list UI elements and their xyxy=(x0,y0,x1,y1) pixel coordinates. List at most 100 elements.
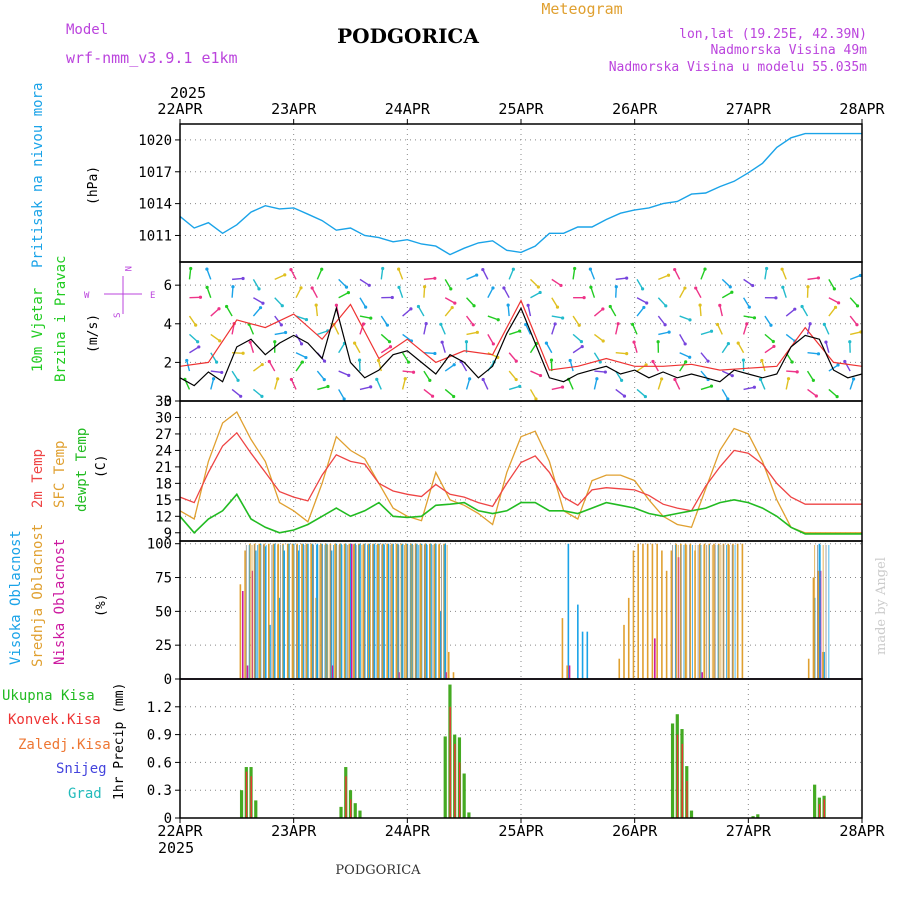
y-tick-label-temperature: 24 xyxy=(155,443,172,459)
wind-arrow-head xyxy=(729,285,732,288)
wind-arrow xyxy=(680,362,686,371)
wind-arrow xyxy=(675,379,680,389)
precip-total-bar xyxy=(339,807,342,818)
temp-label-2: SFC Temp xyxy=(52,441,68,508)
wind-arrow xyxy=(509,386,520,389)
precip-total-bar xyxy=(358,811,361,818)
wind-arrow xyxy=(232,287,233,298)
coords-label: lon,lat (19.25E, 42.39N) xyxy=(679,27,867,42)
wind-arrow-head xyxy=(268,360,271,363)
wind-arrow-head xyxy=(856,304,859,307)
precip-conv-bar xyxy=(449,707,450,818)
wind-arrow xyxy=(488,288,493,298)
wind-arrow-head xyxy=(684,342,687,345)
wind-arrow-head xyxy=(660,377,663,380)
wind-arrow-head xyxy=(453,363,456,366)
wind-arrow xyxy=(829,389,837,396)
y-tick-label-temperature: 21 xyxy=(155,460,172,476)
wind-arrow xyxy=(508,305,509,316)
wind-arrow-head xyxy=(642,306,645,309)
wind-arrow-head xyxy=(241,352,244,355)
wind-arrow xyxy=(488,316,498,320)
wind-arrow xyxy=(701,386,712,389)
wind-arrow-head xyxy=(836,395,839,398)
wind-arrow xyxy=(591,287,594,297)
wind-arrow-head xyxy=(472,323,475,326)
wind-arrow-head xyxy=(290,378,293,381)
x-tick-top-24apr: 24APR xyxy=(385,100,431,118)
wind-arrow-head xyxy=(260,395,263,398)
wind-arrow-head xyxy=(604,370,607,373)
wind-label-1: 10m Vjetar xyxy=(30,288,46,372)
precip-conv-bar xyxy=(246,772,247,818)
wind-arrow-head xyxy=(641,287,644,290)
x-tick-top-27apr: 27APR xyxy=(726,100,772,118)
wind-arrow xyxy=(488,334,494,344)
wind-arrow-head xyxy=(843,360,846,363)
wind-arrow-head xyxy=(578,324,581,327)
wind-arrow xyxy=(189,268,190,279)
wind-arrow xyxy=(360,387,371,390)
wind-arrow-head xyxy=(353,342,356,345)
y-tick-label-temperature: 30 xyxy=(155,410,172,426)
x-tick-top-22apr: 22APR xyxy=(157,100,203,118)
meteogram-label: Meteogram xyxy=(541,0,622,18)
x-tick-top-23apr: 23APR xyxy=(271,100,317,118)
wind-arrow-head xyxy=(433,352,436,355)
precip-total-bar xyxy=(467,812,470,818)
wind-arrow xyxy=(509,331,519,334)
wind-arrow-head xyxy=(196,340,199,343)
wind-arrow-head xyxy=(409,307,412,310)
wind-arrow-head xyxy=(215,360,218,363)
wind-arrow xyxy=(360,316,371,318)
wind-arrow xyxy=(483,270,488,280)
wind-arrow xyxy=(211,379,214,390)
cloud-unit: (%) xyxy=(94,594,109,617)
wind-arrow-head xyxy=(718,304,721,307)
precip-conv-bar xyxy=(454,744,455,818)
wind-arrow xyxy=(744,279,753,285)
wind-arrow xyxy=(738,343,743,353)
wind-arrow xyxy=(381,316,387,325)
wind-arrow-head xyxy=(815,394,818,397)
y-tick-label-clouds: 25 xyxy=(155,638,172,654)
precip-total-bar xyxy=(240,790,243,818)
x-tick-bottom-25apr: 25APR xyxy=(498,822,544,840)
wind-arrow xyxy=(296,353,306,358)
wind-arrow-head xyxy=(760,359,763,362)
wind-arrow-head xyxy=(452,395,455,398)
wind-arrow-head xyxy=(684,360,687,363)
wind-arrow-head xyxy=(582,296,585,299)
wind-compass: N W E S xyxy=(84,266,155,318)
y-tick-label-clouds: 75 xyxy=(155,571,172,587)
y-tick-label-precip: 0.9 xyxy=(147,728,172,744)
y-tick-label-precip: 0.6 xyxy=(147,755,172,771)
wind-arrow-head xyxy=(751,284,754,287)
wind-arrow xyxy=(467,298,474,306)
wind-arrow xyxy=(360,298,366,307)
wind-arrow-head xyxy=(667,274,670,277)
wind-arrow-head xyxy=(217,307,220,310)
wind-arrow-head xyxy=(651,360,654,363)
wind-arrow-head xyxy=(710,330,713,333)
wind-arrow-head xyxy=(375,378,378,381)
wind-arrow xyxy=(594,334,603,341)
wind-arrow xyxy=(275,275,285,279)
y-tick-label-pressure: 1011 xyxy=(138,228,172,244)
wind-arrow-head xyxy=(218,339,221,342)
wind-arrow-head xyxy=(220,371,223,374)
wind-arrow xyxy=(680,288,685,298)
wind-arrow-head xyxy=(439,323,442,326)
wind-arrow-head xyxy=(347,374,350,377)
wind-arrow-head xyxy=(769,324,772,327)
x-tick-top-28apr: 28APR xyxy=(839,100,885,118)
wind-arrow xyxy=(573,334,581,341)
wind-arrow-head xyxy=(812,379,815,382)
wind-arrow-head xyxy=(199,296,202,299)
wind-arrow xyxy=(637,307,644,316)
wind-arrow xyxy=(317,371,324,380)
wind-arrow-head xyxy=(710,385,713,388)
precip-total-bar xyxy=(444,736,447,818)
compass-north: N xyxy=(122,266,132,271)
wind-arrow xyxy=(467,275,477,279)
